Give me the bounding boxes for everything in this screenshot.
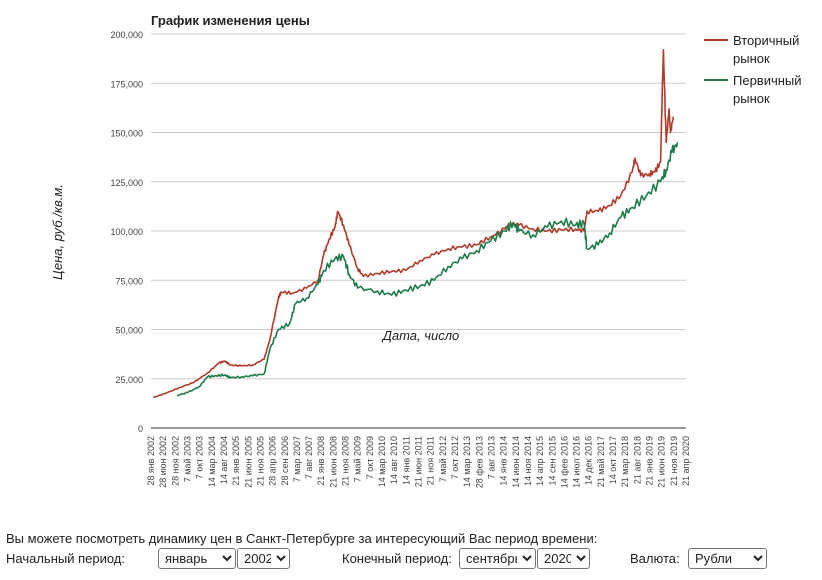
x-tick-label: 14 мар 2010 <box>377 436 387 487</box>
x-tick-label: 21 ноя 2011 <box>426 436 436 485</box>
x-tick-label: 14 авг 2010 <box>389 436 399 484</box>
currency-select[interactable]: Рубли <box>688 548 767 569</box>
period-hint-text: Вы можете посмотреть динамику цен в Санк… <box>6 531 598 546</box>
x-tick-label: 14 июн 2014 <box>511 436 521 488</box>
series-line-secondary <box>152 49 675 399</box>
x-tick-label: 7 авг 2007 <box>304 436 314 479</box>
y-tick-label: 50,000 <box>115 326 143 336</box>
legend: Вторичный рынок Первичный рынок <box>704 33 802 106</box>
x-tick-label: 14 фев 2016 <box>559 436 569 488</box>
x-tick-label: 21 мар 2018 <box>620 436 630 487</box>
x-tick-label: 21 июн 2011 <box>414 436 424 487</box>
x-tick-label: 28 июн 2002 <box>158 436 168 488</box>
x-tick-label: 28 апр 2006 <box>268 436 278 486</box>
x-tick-label: 14 июл 2016 <box>572 436 582 488</box>
x-tick-label: 21 ноя 2019 <box>669 436 679 486</box>
x-tick-label: 14 авг 2004 <box>219 436 229 484</box>
x-tick-label: 21 янв 2005 <box>231 436 241 486</box>
y-tick-label: 175,000 <box>110 79 143 89</box>
y-axis-title: Цена, руб./кв.м. <box>50 184 65 280</box>
start-period-label: Начальный период: <box>6 551 125 566</box>
x-tick-label: 21 янв 2019 <box>645 436 655 486</box>
y-tick-label: 0 <box>138 424 143 434</box>
x-tick-label: 14 дек 2016 <box>584 436 594 485</box>
x-tick-label: 21 июн 2005 <box>243 436 253 488</box>
y-tick-label: 75,000 <box>115 276 143 286</box>
y-tick-label: 125,000 <box>110 178 143 188</box>
axes: 0 25,000 50,000 75,000 100,000 125,000 150,000… <box>110 30 691 488</box>
end-period-label: Конечный период: <box>342 551 452 566</box>
x-tick-label: 21 ноя 2005 <box>255 436 265 486</box>
y-tick-label: 150,000 <box>110 129 143 139</box>
x-tick-label: 7 окт 2012 <box>450 436 460 479</box>
x-tick-label: 14 ноя 2014 <box>523 436 533 486</box>
x-tick-label: 28 янв 2002 <box>146 436 156 486</box>
x-tick-label: 7 май 2009 <box>353 436 363 482</box>
x-tick-label: 21 ноя 2008 <box>341 436 351 486</box>
x-tick-label: 21 апр 2020 <box>681 436 691 486</box>
currency-label: Валюта: <box>630 551 680 566</box>
x-axis-title: Дата, число <box>381 328 460 343</box>
x-tick-label: 14 янв 2011 <box>401 436 411 485</box>
series-line-primary <box>176 142 679 397</box>
x-tick-label: 7 окт 2003 <box>195 436 205 479</box>
grid <box>151 33 686 429</box>
legend-label: Вторичный рынок <box>733 33 799 66</box>
y-tick-label: 100,000 <box>110 227 143 237</box>
start-year-select[interactable]: 2002 <box>237 548 290 569</box>
x-tick-label: 28 фев 2013 <box>474 436 484 488</box>
x-tick-label: 21 май 2017 <box>596 436 606 487</box>
end-month-select[interactable]: сентябрь <box>459 548 536 569</box>
x-tick-label: 14 апр 2015 <box>535 436 545 486</box>
legend-label: Первичный рынок <box>733 73 802 106</box>
x-tick-label: 28 ноя 2002 <box>170 436 180 486</box>
x-tick-label: 7 май 2003 <box>182 436 192 482</box>
x-tick-label: 14 мар 2013 <box>462 436 472 487</box>
price-chart: 0 25,000 50,000 75,000 100,000 125,000 150,000… <box>50 13 802 488</box>
x-tick-label: 7 мар 2007 <box>292 436 302 482</box>
x-tick-label: 21 июн 2019 <box>657 436 667 488</box>
x-tick-label: 21 июн 2008 <box>328 436 338 488</box>
y-tick-label: 200,000 <box>110 30 143 40</box>
x-tick-label: 21 авг 2018 <box>632 436 642 484</box>
x-tick-label: 14 мар 2004 <box>207 436 217 487</box>
x-tick-label: 7 май 2012 <box>438 436 448 482</box>
x-tick-label: 21 янв 2008 <box>316 436 326 486</box>
x-tick-label: 28 сен 2006 <box>280 436 290 486</box>
x-tick-label: 14 янв 2014 <box>499 436 509 486</box>
x-tick-label: 14 окт 2017 <box>608 436 618 484</box>
series-lines <box>152 49 679 399</box>
y-tick-label: 25,000 <box>115 375 143 385</box>
start-month-select[interactable]: январь <box>158 548 236 569</box>
x-tick-label: 7 авг 2013 <box>486 436 496 479</box>
end-year-select[interactable]: 2020 <box>537 548 590 569</box>
x-tick-label: 7 окт 2009 <box>365 436 375 479</box>
chart-title: График изменения цены <box>151 13 310 28</box>
x-tick-label: 14 сен 2015 <box>547 436 557 486</box>
